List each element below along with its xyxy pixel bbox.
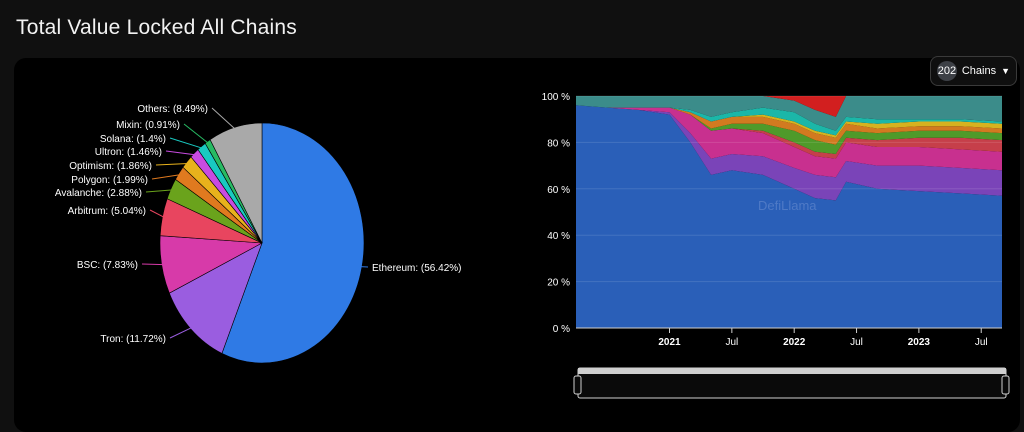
stacked-area-chart: 0 % 20 % 40 % 60 % 80 % 100 % 2021 Jul 2022 Jul 2… — [542, 92, 1010, 399]
pie-leader-bsc — [141, 263, 164, 266]
pie-label-optimism: Optimism: (1.86%) — [69, 161, 152, 172]
x-tick-label: Jul — [850, 337, 863, 348]
chevron-down-icon: ▼ — [1001, 66, 1010, 76]
y-tick-label: 40 % — [547, 231, 570, 242]
area-series-polygon[interactable] — [576, 105, 1002, 145]
pie-leader-polygon — [151, 174, 181, 180]
pie-label-ultron: Ultron: (1.46%) — [95, 147, 162, 158]
pie-label-solana: Solana: (1.4%) — [100, 134, 166, 145]
area-series-avalanche[interactable] — [576, 105, 1002, 154]
y-tick-label: 0 % — [553, 324, 570, 335]
slider-right-handle[interactable] — [1001, 375, 1010, 395]
area-series-others[interactable] — [576, 96, 1002, 131]
y-tick-label: 100 % — [542, 92, 570, 103]
area-series-solana[interactable] — [576, 105, 1002, 136]
area-series-ethereum[interactable] — [576, 105, 1002, 328]
pie-leader-solana — [169, 137, 203, 149]
pie-label-others: Others: (8.49%) — [137, 104, 208, 115]
pie-leader-avalanche — [145, 189, 173, 193]
pie-slice-others[interactable] — [209, 122, 263, 244]
area-series-optimism[interactable] — [576, 105, 1002, 138]
chains-label: Chains — [961, 65, 997, 77]
page-title: Total Value Locked All Chains — [16, 16, 297, 39]
y-tick-label: 60 % — [547, 185, 570, 196]
y-tick-label: 80 % — [547, 138, 570, 149]
pie-leader-tron — [169, 326, 193, 339]
pie-leader-mixin — [183, 123, 210, 144]
pie-leader-others — [211, 107, 237, 130]
slider-left-handle[interactable] — [573, 375, 582, 395]
pie-label-ethereum: Ethereum: (56.42%) — [372, 263, 462, 274]
pie-chart: Ethereum: (56.42%) Tron: (11.72%) BSC: (7.… — [55, 104, 462, 364]
area-series-bsc[interactable] — [576, 105, 1002, 178]
x-tick-label: 2022 — [783, 337, 806, 348]
x-tick-label: 2021 — [658, 337, 681, 348]
time-range-slider[interactable] — [573, 367, 1010, 399]
pie-slice-tron[interactable] — [168, 242, 263, 354]
pie-label-tron: Tron: (11.72%) — [100, 334, 166, 345]
pie-label-avalanche: Avalanche: (2.88%) — [55, 188, 142, 199]
pie-label-arbitrum: Arbitrum: (5.04%) — [68, 206, 146, 217]
defillama-watermark: DefiLlama — [758, 198, 817, 213]
pie-leader-optimism — [155, 163, 189, 166]
x-tick-label: Jul — [725, 337, 738, 348]
chains-count-badge: 202 — [937, 61, 957, 81]
pie-label-mixin: Mixin: (0.91%) — [116, 120, 180, 131]
pie-label-bsc: BSC: (7.83%) — [77, 260, 138, 271]
pie-label-polygon: Polygon: (1.99%) — [71, 175, 148, 186]
x-tick-label: 2023 — [908, 337, 931, 348]
pie-leader-arbitrum — [149, 209, 165, 218]
area-series-tron[interactable] — [576, 105, 1002, 201]
x-tick-label: Jul — [975, 337, 988, 348]
pie-leader-ultron — [165, 150, 196, 156]
chains-filter-button[interactable]: 202 Chains ▼ — [930, 56, 1017, 86]
area-series-arbitrum[interactable] — [576, 105, 1002, 159]
slider-selection-bar[interactable] — [578, 368, 1006, 374]
y-tick-label: 20 % — [547, 278, 570, 289]
